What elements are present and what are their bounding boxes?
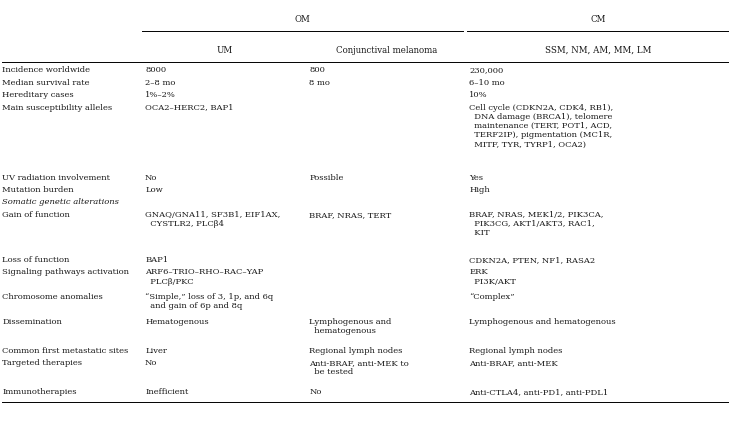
Text: Dissemination: Dissemination <box>2 318 62 326</box>
Text: Median survival rate: Median survival rate <box>2 79 90 87</box>
Text: Somatic genetic alterations: Somatic genetic alterations <box>2 198 119 206</box>
Text: Main susceptibility alleles: Main susceptibility alleles <box>2 104 112 112</box>
Text: Regional lymph nodes: Regional lymph nodes <box>309 347 402 355</box>
Text: 6–10 mo: 6–10 mo <box>469 79 505 87</box>
Text: 8000: 8000 <box>145 66 166 74</box>
Text: Liver: Liver <box>145 347 167 355</box>
Text: BAP1: BAP1 <box>145 256 168 264</box>
Text: Targeted therapies: Targeted therapies <box>2 359 82 367</box>
Text: Chromosome anomalies: Chromosome anomalies <box>2 293 103 301</box>
Text: BRAF, NRAS, MEK1/2, PIK3CA,
  PIK3CG, AKT1/AKT3, RAC1,
  KIT: BRAF, NRAS, MEK1/2, PIK3CA, PIK3CG, AKT1… <box>469 211 604 237</box>
Text: 230,000: 230,000 <box>469 66 504 74</box>
Text: Possible: Possible <box>309 174 343 181</box>
Text: CDKN2A, PTEN, NF1, RASA2: CDKN2A, PTEN, NF1, RASA2 <box>469 256 596 264</box>
Text: SSM, NM, AM, MM, LM: SSM, NM, AM, MM, LM <box>545 46 651 55</box>
Text: Anti-BRAF, anti-MEK to
  be tested: Anti-BRAF, anti-MEK to be tested <box>309 359 409 376</box>
Text: Loss of function: Loss of function <box>2 256 69 264</box>
Text: Anti-BRAF, anti-MEK: Anti-BRAF, anti-MEK <box>469 359 558 367</box>
Text: 800: 800 <box>309 66 325 74</box>
Text: 10%: 10% <box>469 91 488 99</box>
Text: Lymphogenous and
  hematogenous: Lymphogenous and hematogenous <box>309 318 391 335</box>
Text: OCA2–HERC2, BAP1: OCA2–HERC2, BAP1 <box>145 104 233 112</box>
Text: Gain of function: Gain of function <box>2 211 70 219</box>
Text: Common first metastatic sites: Common first metastatic sites <box>2 347 128 355</box>
Text: ERK
  PI3K/AKT: ERK PI3K/AKT <box>469 268 516 286</box>
Text: Cell cycle (CDKN2A, CDK4, RB1),
  DNA damage (BRCA1), telomere
  maintenance (TE: Cell cycle (CDKN2A, CDK4, RB1), DNA dama… <box>469 104 614 148</box>
Text: Mutation burden: Mutation burden <box>2 186 74 194</box>
Text: 1%–2%: 1%–2% <box>145 91 176 99</box>
Text: UM: UM <box>216 46 233 55</box>
Text: BRAF, NRAS, TERT: BRAF, NRAS, TERT <box>309 211 391 219</box>
Text: GNAQ/GNA11, SF3B1, EIF1AX,
  CYSTLR2, PLCβ4: GNAQ/GNA11, SF3B1, EIF1AX, CYSTLR2, PLCβ… <box>145 211 281 228</box>
Text: Regional lymph nodes: Regional lymph nodes <box>469 347 563 355</box>
Text: ARF6–TRIO–RHO–RAC–YAP
  PLCβ/PKC: ARF6–TRIO–RHO–RAC–YAP PLCβ/PKC <box>145 268 263 286</box>
Text: “Simple,” loss of 3, 1p, and 6q
  and gain of 6p and 8q: “Simple,” loss of 3, 1p, and 6q and gain… <box>145 293 273 310</box>
Text: No: No <box>309 388 321 396</box>
Text: Hematogenous: Hematogenous <box>145 318 208 326</box>
Text: No: No <box>145 359 157 367</box>
Text: CM: CM <box>590 15 606 24</box>
Text: Yes: Yes <box>469 174 483 181</box>
Text: No: No <box>145 174 157 181</box>
Text: Anti-CTLA4, anti-PD1, anti-PDL1: Anti-CTLA4, anti-PD1, anti-PDL1 <box>469 388 609 396</box>
Text: Incidence worldwide: Incidence worldwide <box>2 66 90 74</box>
Text: Low: Low <box>145 186 163 194</box>
Text: “Complex”: “Complex” <box>469 293 515 301</box>
Text: 8 mo: 8 mo <box>309 79 330 87</box>
Text: UV radiation involvement: UV radiation involvement <box>2 174 110 181</box>
Text: Inefficient: Inefficient <box>145 388 188 396</box>
Text: OM: OM <box>295 15 311 24</box>
Text: Immunotherapies: Immunotherapies <box>2 388 77 396</box>
Text: 2–8 mo: 2–8 mo <box>145 79 176 87</box>
Text: Lymphogenous and hematogenous: Lymphogenous and hematogenous <box>469 318 616 326</box>
Text: Conjunctival melanoma: Conjunctival melanoma <box>336 46 437 55</box>
Text: Signaling pathways activation: Signaling pathways activation <box>2 268 129 276</box>
Text: High: High <box>469 186 490 194</box>
Text: Hereditary cases: Hereditary cases <box>2 91 74 99</box>
